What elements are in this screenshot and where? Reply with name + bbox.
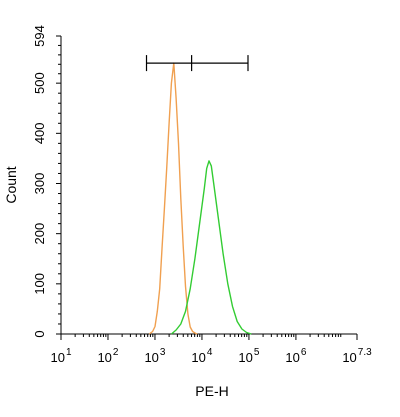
x-tick-label: 105 bbox=[238, 347, 259, 365]
y-tick-label: 200 bbox=[32, 223, 47, 245]
y-tick-label: 0 bbox=[32, 330, 47, 337]
y-tick-label: 400 bbox=[32, 122, 47, 144]
x-axis-label: PE-H bbox=[195, 383, 228, 399]
y-tick-label: 300 bbox=[32, 173, 47, 195]
x-axis-ticks: 101 102 103 104 105 106 107.3 bbox=[50, 334, 372, 365]
x-tick-label: 107.3 bbox=[342, 347, 372, 365]
x-tick-label: 104 bbox=[191, 347, 212, 365]
y-axis-label: Count bbox=[3, 166, 19, 203]
x-tick-label: 106 bbox=[285, 347, 306, 365]
y-tick-label: 500 bbox=[32, 72, 47, 94]
y-axis-ticks: 0 100 200 300 400 500 594 bbox=[32, 25, 61, 338]
y-tick-label: 594 bbox=[32, 25, 47, 47]
x-tick-label: 102 bbox=[97, 347, 118, 365]
x-tick-label: 101 bbox=[50, 347, 71, 365]
y-tick-label: 100 bbox=[32, 273, 47, 295]
x-tick-label: 103 bbox=[144, 347, 165, 365]
histogram-series-1 bbox=[148, 62, 198, 335]
range-marker-group bbox=[145, 55, 249, 72]
histogram-series-2 bbox=[170, 160, 252, 335]
series-group bbox=[148, 62, 252, 335]
